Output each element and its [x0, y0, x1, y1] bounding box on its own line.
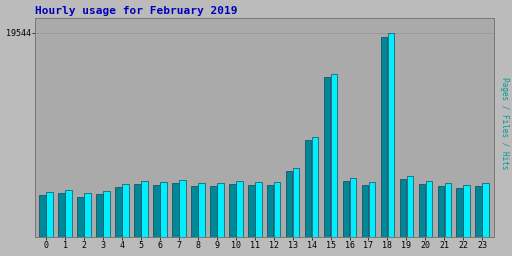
- Bar: [198, 183, 205, 237]
- Bar: [305, 140, 311, 237]
- Bar: [65, 190, 72, 237]
- Text: Pages / Files / Hits: Pages / Files / Hits: [500, 77, 509, 169]
- Text: Hourly usage for February 2019: Hourly usage for February 2019: [35, 6, 237, 16]
- Bar: [312, 137, 318, 237]
- Bar: [255, 182, 262, 237]
- Bar: [172, 183, 179, 237]
- Bar: [293, 168, 300, 237]
- Bar: [274, 182, 281, 237]
- Bar: [286, 172, 292, 237]
- Bar: [407, 176, 413, 237]
- Bar: [122, 184, 129, 237]
- Bar: [84, 193, 91, 237]
- Bar: [343, 181, 349, 237]
- Bar: [463, 185, 470, 237]
- Bar: [369, 182, 375, 237]
- Bar: [248, 185, 254, 237]
- Bar: [160, 182, 167, 237]
- Bar: [457, 188, 463, 237]
- Bar: [324, 77, 330, 237]
- Bar: [438, 186, 444, 237]
- Bar: [96, 194, 103, 237]
- Bar: [482, 183, 489, 237]
- Bar: [210, 186, 217, 237]
- Bar: [267, 185, 273, 237]
- Bar: [388, 33, 394, 237]
- Bar: [331, 74, 337, 237]
- Bar: [236, 181, 243, 237]
- Bar: [361, 185, 368, 237]
- Bar: [103, 191, 110, 237]
- Bar: [229, 184, 236, 237]
- Bar: [153, 185, 160, 237]
- Bar: [217, 183, 224, 237]
- Bar: [115, 187, 122, 237]
- Bar: [350, 178, 356, 237]
- Bar: [141, 181, 148, 237]
- Bar: [425, 181, 432, 237]
- Bar: [39, 196, 46, 237]
- Bar: [58, 193, 65, 237]
- Bar: [77, 197, 84, 237]
- Bar: [418, 184, 425, 237]
- Bar: [476, 186, 482, 237]
- Bar: [380, 37, 387, 237]
- Bar: [134, 184, 141, 237]
- Bar: [191, 186, 198, 237]
- Bar: [444, 183, 451, 237]
- Bar: [179, 180, 186, 237]
- Bar: [46, 192, 53, 237]
- Bar: [399, 179, 406, 237]
